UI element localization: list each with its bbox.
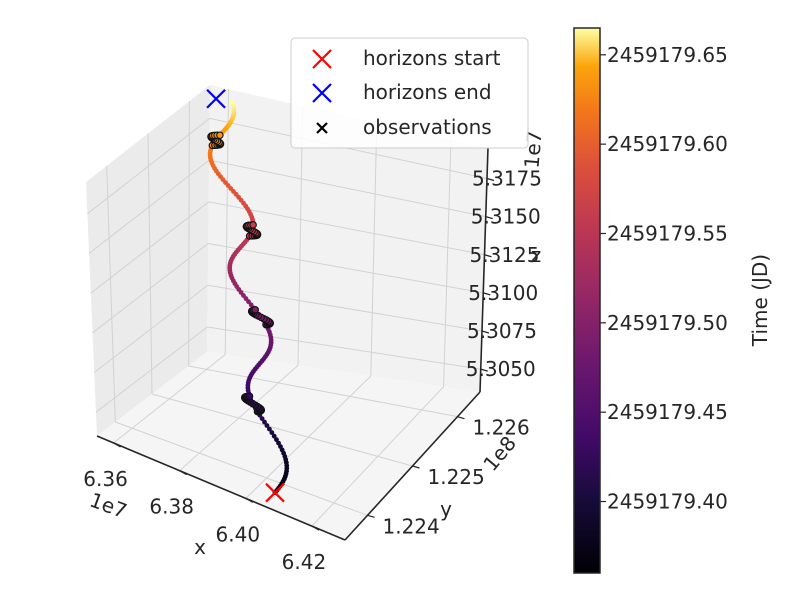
y-tick-0 xyxy=(367,514,375,518)
grid-lines xyxy=(87,89,488,527)
y-tick-label-2: 1.226 xyxy=(473,416,530,440)
colorbar-tick-label-1: 2459179.45 xyxy=(607,400,728,424)
pane-back xyxy=(207,85,488,392)
trajectory-point xyxy=(262,419,267,425)
legend-label-start: horizons start xyxy=(363,46,501,70)
grid-z-left-2 xyxy=(92,243,209,334)
legend: horizons start horizons end observations xyxy=(290,37,529,149)
trajectory-point xyxy=(269,430,275,436)
trajectory-point xyxy=(264,423,270,428)
grid-x-back-1 xyxy=(297,105,304,366)
grid-z-left-5 xyxy=(87,117,210,215)
grid-y-left-0 xyxy=(106,165,116,423)
grid-z-left-0 xyxy=(95,326,208,413)
grid-x-back-0 xyxy=(224,89,230,355)
legend-marker-start xyxy=(312,49,332,69)
grid-z-back-1 xyxy=(207,284,483,332)
observation-point xyxy=(251,306,260,314)
trajectory-point xyxy=(276,440,281,446)
horizons-start-marker xyxy=(265,482,285,503)
grid-z-left-4 xyxy=(88,159,210,254)
legend-label-end: horizons end xyxy=(363,80,492,104)
grid-z-back-2 xyxy=(208,243,484,294)
z-tick-label-1: 5.3075 xyxy=(467,319,537,343)
endpoint-markers xyxy=(206,88,285,503)
x-tick-3 xyxy=(311,525,320,531)
z-tick-label-5: 5.3175 xyxy=(472,167,542,191)
x-tick-0 xyxy=(113,442,121,448)
grid-x-back-2 xyxy=(370,122,378,377)
y-axis-label: y xyxy=(440,497,452,521)
z-tick-1 xyxy=(481,330,490,334)
colorbar-tick-label-4: 2459179.60 xyxy=(607,132,728,156)
legend-label-observations: observations xyxy=(363,115,492,139)
z-tick-5 xyxy=(486,177,495,182)
y-tick-label-1: 1.225 xyxy=(428,465,485,489)
colorbar-tick-label-0: 2459179.40 xyxy=(607,490,728,514)
z-axis-line xyxy=(479,147,489,393)
x-axis-label: x xyxy=(194,535,206,559)
trajectory-point xyxy=(274,437,279,443)
x-tick-label-3: 6.42 xyxy=(282,550,327,574)
grid-y-floor-0 xyxy=(115,421,368,516)
trajectory-point xyxy=(259,416,265,421)
axis-panes xyxy=(86,85,488,540)
z-tick-3 xyxy=(484,254,492,258)
x-tick-label-0: 6.36 xyxy=(83,467,128,491)
grid-y-left-2 xyxy=(188,101,190,367)
x-tick-label-1: 6.38 xyxy=(149,495,194,519)
grid-y-left-1 xyxy=(147,133,153,395)
colorbar-ticks: 2459179.40 2459179.45 2459179.50 2459179.55… xyxy=(600,43,728,514)
x-offset-text: 1e7 xyxy=(87,488,131,523)
z-tick-label-4: 5.3150 xyxy=(471,205,541,229)
grid-z-back-3 xyxy=(208,201,485,256)
observation-point xyxy=(216,131,224,139)
z-tick-label-0: 5.3050 xyxy=(466,357,536,381)
z-axis-label: z xyxy=(531,243,542,267)
z-tick-label-3: 5.3125 xyxy=(470,243,540,267)
grid-y-floor-1 xyxy=(151,393,413,467)
trajectory-point xyxy=(271,433,277,439)
legend-marker-observations xyxy=(316,122,328,134)
grid-z-back-4 xyxy=(209,159,486,218)
grid-y-floor-2 xyxy=(188,365,458,418)
x-tick-label-2: 6.40 xyxy=(216,522,261,546)
colorbar-tick-label-2: 2459179.50 xyxy=(607,311,728,335)
y-tick-1 xyxy=(412,465,420,469)
colorbar xyxy=(573,27,601,574)
z-tick-0 xyxy=(480,368,488,372)
legend-frame xyxy=(290,37,529,149)
z-tick-label-2: 5.3100 xyxy=(468,281,538,305)
colorbar-tick-label-5: 2459179.65 xyxy=(607,43,728,67)
y-tick-label-0: 1.224 xyxy=(383,514,440,538)
grid-z-left-3 xyxy=(90,201,209,294)
grid-x-back-3 xyxy=(443,139,452,387)
grid-z-left-1 xyxy=(93,284,209,373)
grid-z-back-0 xyxy=(207,326,481,370)
colorbar-label: Time (JD) xyxy=(748,254,772,347)
trajectory-points xyxy=(207,99,290,496)
legend-marker-end xyxy=(312,83,332,103)
x-tick-1 xyxy=(179,470,187,476)
observation-point xyxy=(249,221,257,229)
x-axis-line xyxy=(96,435,346,541)
trajectory-point xyxy=(267,426,272,432)
trajectory-point xyxy=(229,99,235,105)
observation-point xyxy=(245,392,254,400)
pane-floor xyxy=(97,352,480,540)
tick-labels: 6.36 6.38 6.40 6.42 1.224 1.225 1.226 5.3050 5.3… xyxy=(83,167,542,575)
z-tick-2 xyxy=(483,292,491,296)
z-tick-4 xyxy=(485,216,493,220)
colorbar-tick-label-3: 2459179.55 xyxy=(607,221,728,245)
y-tick-2 xyxy=(457,416,465,420)
x-tick-2 xyxy=(245,497,254,503)
horizons-end-marker xyxy=(206,88,226,109)
